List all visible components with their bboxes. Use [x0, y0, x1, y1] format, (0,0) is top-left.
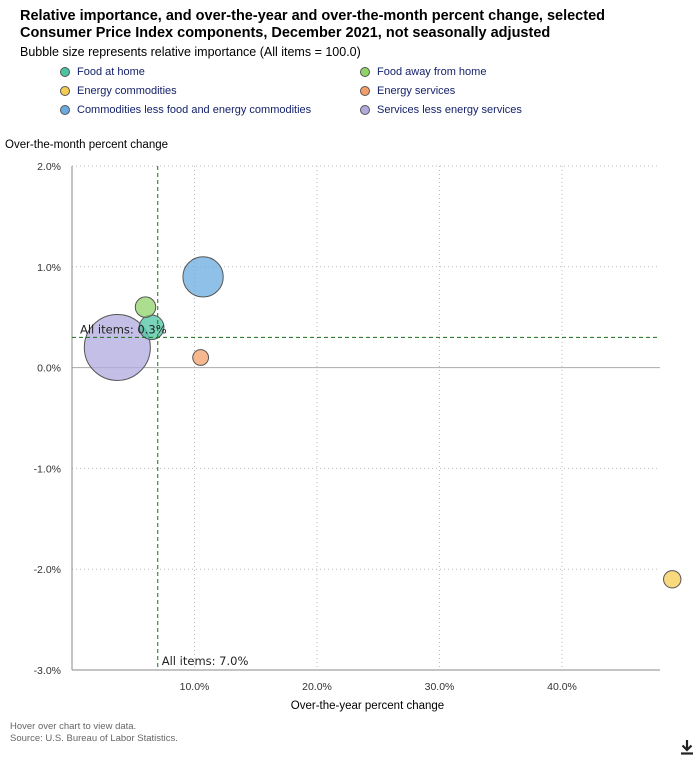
- legend-swatch: [60, 86, 70, 96]
- legend-item-services-less-energy[interactable]: Services less energy services: [360, 104, 522, 116]
- legend-item-food-at-home[interactable]: Food at home: [60, 66, 145, 78]
- bubble-services-less-energy-services[interactable]: [83, 313, 151, 381]
- download-icon[interactable]: [678, 738, 696, 756]
- reference-label-y: All items: 0.3%: [80, 322, 167, 336]
- chart-title: Relative importance, and over-the-year a…: [20, 8, 605, 41]
- legend-swatch: [360, 86, 370, 96]
- bubble-commodities-less-food-and-energy-commodities[interactable]: [182, 256, 224, 298]
- y-tick-label: -3.0%: [34, 665, 61, 677]
- legend-label: Energy commodities: [77, 85, 177, 97]
- legend-swatch: [360, 105, 370, 115]
- bubble-energy-commodities[interactable]: [663, 570, 682, 589]
- x-tick-label: 20.0%: [302, 681, 332, 693]
- legend-label: Food at home: [77, 66, 145, 78]
- x-axis-label: Over-the-year percent change: [290, 700, 445, 712]
- hover-note: Hover over chart to view data.: [10, 721, 137, 732]
- y-tick-label: 2.0%: [37, 161, 61, 173]
- x-tick-label: 10.0%: [180, 681, 210, 693]
- x-tick-label: 30.0%: [425, 681, 455, 693]
- bubble-energy-services[interactable]: [192, 349, 210, 366]
- legend-label: Food away from home: [377, 66, 487, 78]
- legend-item-energy-services[interactable]: Energy services: [360, 85, 455, 97]
- legend-label: Services less energy services: [377, 104, 522, 116]
- chart-footer: Hover over chart to view data. Source: U…: [10, 721, 178, 745]
- y-tick-label: 0.0%: [37, 363, 61, 375]
- legend-swatch: [60, 105, 70, 115]
- x-tick-label: 40.0%: [547, 681, 577, 693]
- legend-label: Commodities less food and energy commodi…: [77, 104, 312, 116]
- legend-swatch: [360, 67, 370, 77]
- source-note: Source: U.S. Bureau of Labor Statistics.: [10, 733, 178, 744]
- y-axis-label: Over-the-month percent change: [5, 139, 169, 151]
- legend-label: Energy services: [377, 85, 456, 97]
- y-tick-label: -1.0%: [34, 463, 61, 475]
- legend-item-commodities-less-food-energy[interactable]: Commodities less food and energy commodi…: [60, 104, 311, 116]
- chart-subtitle: Bubble size represents relative importan…: [20, 45, 361, 59]
- y-tick-label: -2.0%: [34, 564, 61, 576]
- legend-swatch: [60, 67, 70, 77]
- bubble-food-away-from-home[interactable]: [134, 296, 157, 318]
- y-tick-label: 1.0%: [37, 262, 61, 274]
- legend-item-food-away-from-home[interactable]: Food away from home: [360, 66, 486, 78]
- reference-label-x: All items: 7.0%: [162, 654, 249, 668]
- legend-item-energy-commodities[interactable]: Energy commodities: [60, 85, 177, 97]
